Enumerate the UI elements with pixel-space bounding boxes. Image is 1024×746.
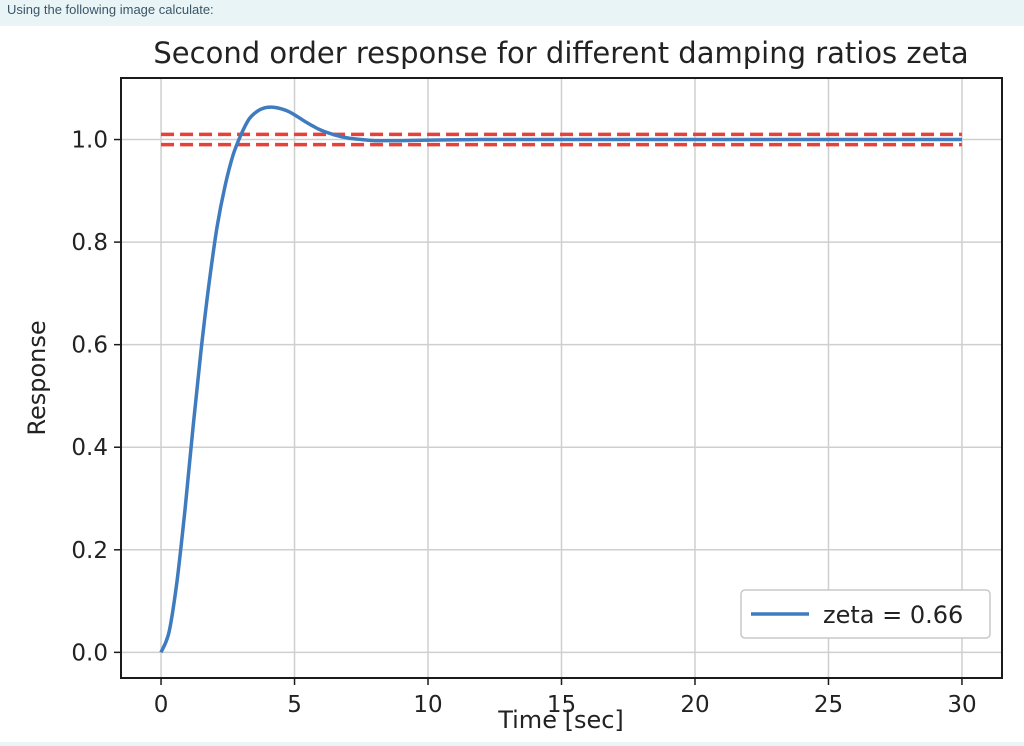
x-tick-label: 20 bbox=[680, 692, 709, 718]
chart-title: Second order response for different damp… bbox=[153, 36, 968, 70]
y-tick-label: 0.0 bbox=[71, 640, 108, 666]
y-tick-label: 1.0 bbox=[71, 128, 108, 154]
x-axis-label: Time [sec] bbox=[497, 706, 624, 734]
chart-figure: Second order response for different damp… bbox=[0, 26, 1024, 742]
y-tick-label: 0.2 bbox=[71, 538, 108, 564]
x-tick-label: 30 bbox=[947, 692, 976, 718]
series-lines bbox=[159, 105, 962, 654]
axis-ticks: 0 5 10 15 20 25 30 0.0 0.2 0.4 0.6 0.8 1.0 bbox=[71, 128, 976, 718]
x-tick-label: 15 bbox=[547, 692, 576, 718]
x-tick-label: 0 bbox=[154, 692, 169, 718]
y-axis-label: Response bbox=[23, 320, 51, 435]
series-line bbox=[159, 105, 962, 654]
y-tick-label: 0.6 bbox=[71, 333, 108, 359]
y-tick-label: 0.8 bbox=[71, 230, 108, 256]
x-tick-label: 5 bbox=[287, 692, 302, 718]
step-response-chart: Second order response for different damp… bbox=[23, 36, 1003, 734]
legend: zeta = 0.66 bbox=[740, 589, 991, 639]
legend-label: zeta = 0.66 bbox=[823, 601, 963, 629]
x-tick-label: 10 bbox=[413, 692, 442, 718]
grid bbox=[121, 78, 1002, 678]
y-tick-label: 0.4 bbox=[71, 435, 108, 461]
tolerance-lines bbox=[161, 132, 962, 147]
prompt-text: Using the following image calculate: bbox=[7, 2, 214, 17]
x-tick-label: 25 bbox=[814, 692, 843, 718]
legend-box bbox=[740, 589, 991, 639]
